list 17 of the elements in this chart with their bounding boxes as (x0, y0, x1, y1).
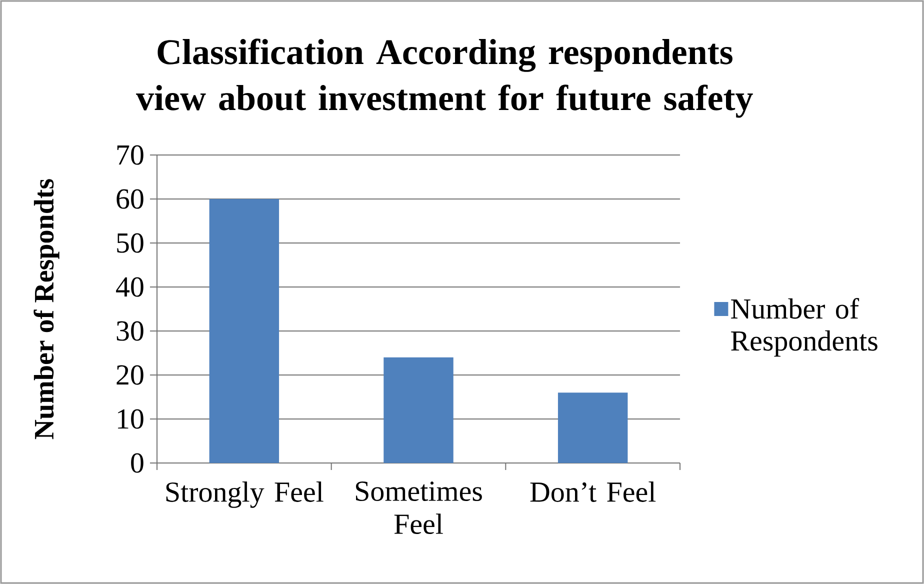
chart-title: Classification According respondents view about investment for future safety (136, 38, 753, 118)
bar (384, 357, 454, 463)
x-tick-label: Don’t Feel (530, 482, 656, 502)
x-tick-label: Strongly Feel (166, 482, 324, 508)
y-tick-label: 60 (116, 189, 144, 209)
y-tick-label: 30 (116, 321, 144, 341)
y-tick-label: 70 (117, 145, 144, 165)
y-tick-label: 40 (116, 277, 144, 297)
y-axis-title: Number of Respondts (34, 179, 60, 440)
y-tick-label: 10 (118, 409, 144, 429)
y-tick-label: 50 (117, 233, 144, 253)
y-tick-label: 20 (116, 365, 144, 385)
y-tick-label: 0 (131, 453, 144, 473)
x-tick-label: Sometimes Feel (356, 482, 482, 534)
legend-label: Number of Respondents (731, 298, 878, 357)
bar (209, 199, 280, 463)
bar (558, 392, 628, 463)
